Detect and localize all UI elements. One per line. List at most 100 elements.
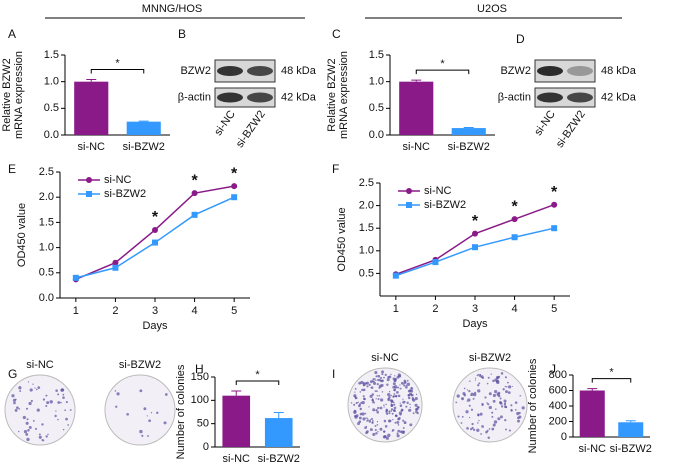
colony	[505, 428, 507, 431]
colony	[376, 375, 378, 377]
colony	[469, 380, 471, 382]
colony	[402, 398, 404, 400]
colony	[519, 395, 522, 397]
colony	[494, 378, 498, 382]
colony	[472, 397, 475, 400]
colony	[511, 385, 513, 388]
colony	[400, 409, 403, 412]
colony	[397, 394, 401, 398]
colony	[32, 383, 34, 385]
blot-band	[217, 92, 243, 103]
colony	[394, 375, 396, 377]
colony	[479, 412, 483, 416]
colony	[416, 406, 420, 409]
colony	[16, 406, 19, 410]
error-bar	[138, 120, 149, 122]
colony	[146, 415, 148, 417]
significance-mark: *	[472, 213, 479, 230]
colony	[485, 430, 488, 434]
y-axis-label: Number of colonies	[527, 358, 539, 453]
colony	[350, 402, 353, 404]
colony	[466, 389, 469, 391]
x-axis-label: Days	[462, 318, 488, 330]
colony	[476, 428, 480, 432]
blot-row-label: β-actin	[178, 91, 211, 103]
significance-mark: *	[255, 369, 260, 381]
colony	[397, 424, 400, 426]
colony	[383, 419, 387, 423]
colony	[353, 403, 356, 406]
colony	[463, 393, 467, 397]
y-tick-label: 0.0	[39, 292, 54, 304]
bar	[126, 121, 161, 135]
y-tick-label: 1.0	[44, 76, 59, 88]
colony	[354, 387, 357, 390]
colony	[377, 374, 381, 378]
colony	[414, 397, 418, 401]
colony	[380, 383, 384, 387]
colony	[500, 372, 504, 375]
colony	[374, 390, 377, 392]
x-tick-label: si-NC	[78, 141, 106, 153]
colony	[362, 395, 365, 398]
colony	[67, 424, 70, 426]
colony	[490, 373, 492, 375]
colony	[517, 416, 520, 420]
y-tick-label: 800	[549, 369, 567, 381]
error-bar	[463, 127, 474, 129]
y-axis-label: Number of colonies	[175, 364, 187, 459]
colony	[504, 376, 507, 379]
y-tick-label: 2.5	[359, 177, 374, 189]
colony	[504, 419, 507, 422]
colony	[403, 379, 407, 383]
marker	[86, 191, 92, 197]
colony	[408, 408, 412, 412]
colony	[385, 412, 389, 415]
panel-letter: G	[8, 367, 17, 381]
colony	[395, 394, 398, 398]
colony	[491, 427, 495, 431]
bar	[222, 395, 251, 447]
marker	[152, 226, 158, 233]
colony	[28, 401, 32, 406]
colony	[62, 396, 65, 399]
panel-letter: A	[8, 27, 16, 41]
colony	[467, 398, 471, 402]
colony	[409, 392, 413, 396]
colony	[397, 429, 401, 433]
colony	[409, 403, 411, 406]
colony	[465, 410, 469, 414]
colony	[397, 373, 401, 377]
colony	[60, 388, 64, 392]
colony	[369, 428, 373, 432]
colony	[361, 401, 365, 405]
significance-mark: *	[609, 366, 614, 378]
marker	[86, 177, 92, 183]
colony	[29, 388, 33, 392]
colony	[392, 382, 396, 386]
colony	[376, 390, 378, 393]
error-bar	[625, 420, 636, 423]
colony	[156, 411, 159, 415]
colony	[478, 382, 481, 385]
colony	[407, 396, 411, 400]
colony	[378, 386, 381, 389]
legend-label: si-BZW2	[104, 188, 146, 200]
colony	[414, 403, 418, 407]
colony	[415, 410, 418, 414]
colony	[393, 409, 396, 412]
colony	[383, 404, 385, 406]
colony	[393, 403, 396, 406]
colony	[13, 401, 16, 405]
colony	[392, 395, 395, 398]
colony	[18, 386, 22, 390]
colony	[45, 404, 48, 407]
significance-mark: *	[440, 58, 445, 70]
blot-row-label: BZW2	[180, 65, 211, 77]
colony	[26, 418, 29, 421]
colony	[500, 402, 503, 405]
marker	[511, 234, 518, 241]
colony	[488, 428, 491, 430]
colony	[49, 400, 53, 404]
